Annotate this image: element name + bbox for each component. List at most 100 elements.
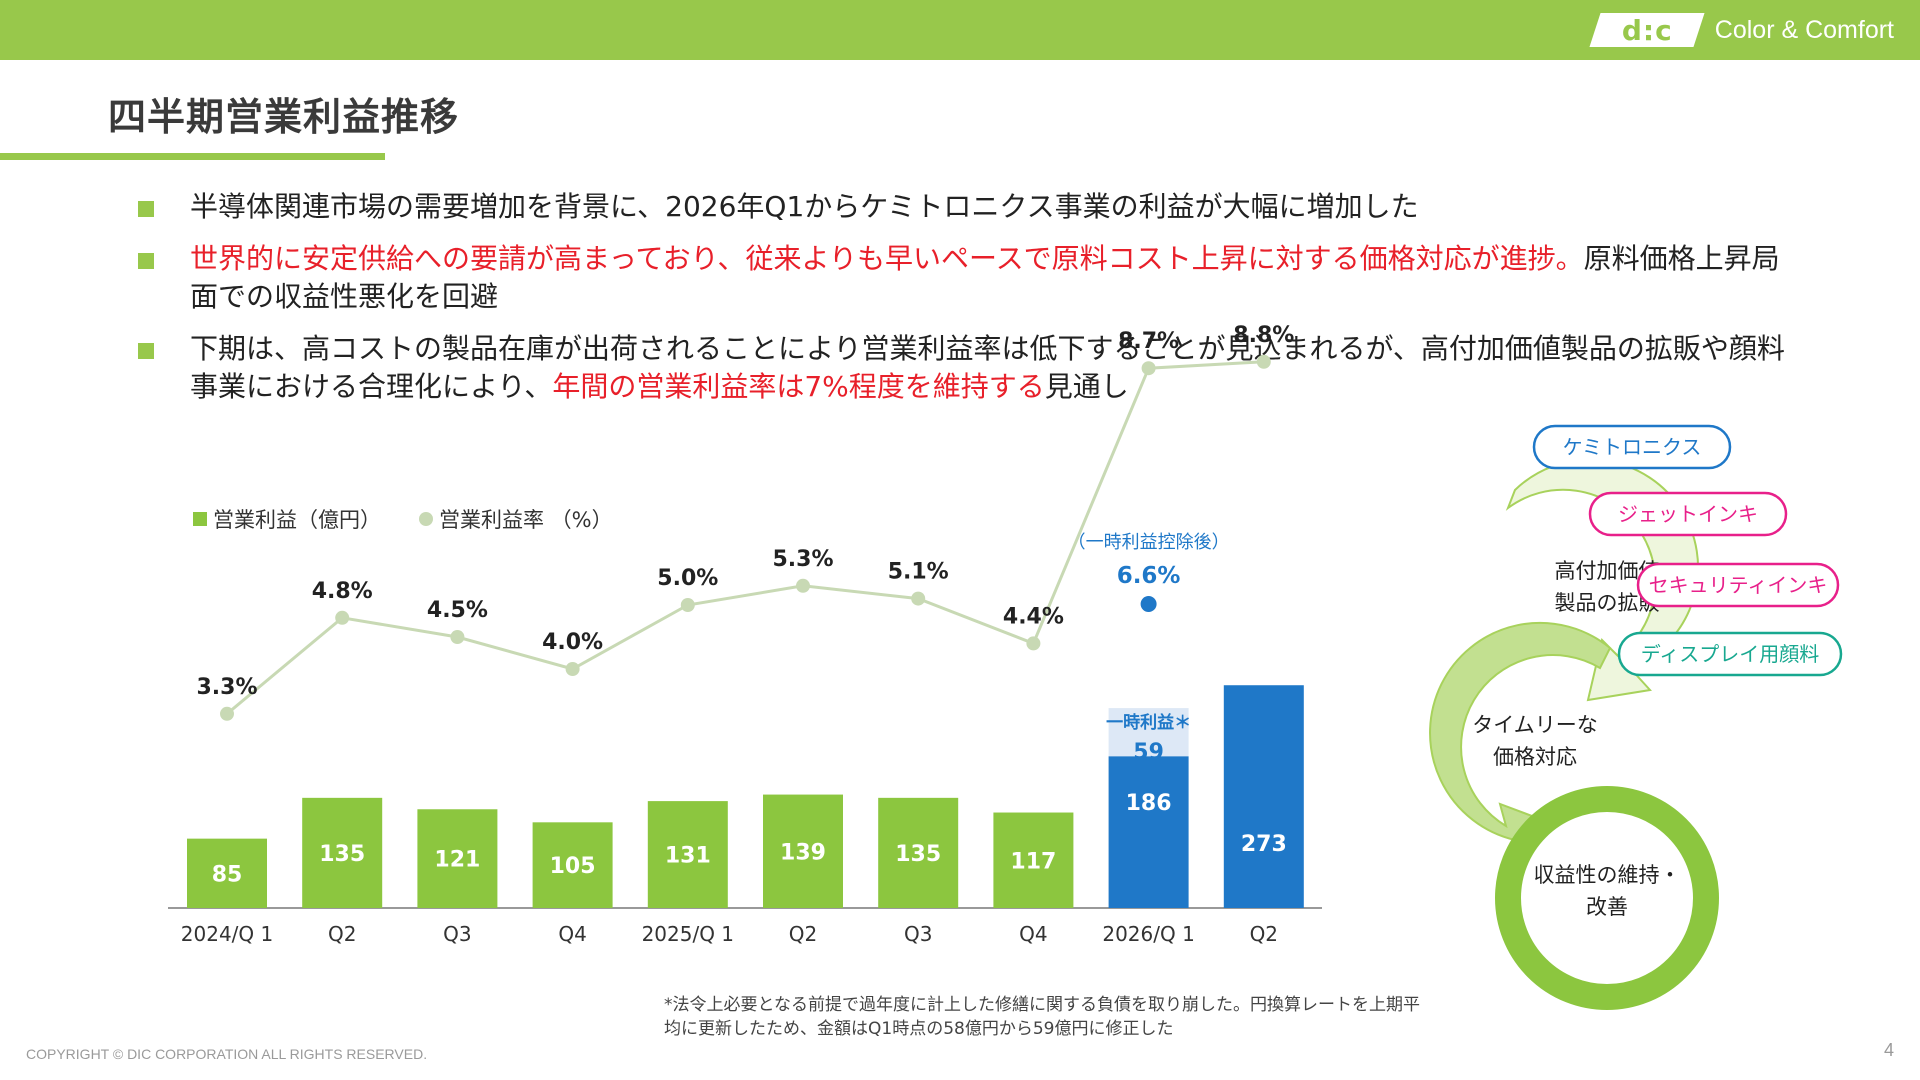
bar-value-label: 131 <box>665 844 711 869</box>
x-tick-label: Q4 <box>1019 922 1047 946</box>
line-point <box>680 598 695 612</box>
x-tick-label: 2026/Q 1 <box>1102 922 1194 946</box>
x-tick-label: Q3 <box>904 922 932 946</box>
bar-value-label: 273 <box>1241 832 1287 857</box>
logo-tagline: Color & Comfort <box>1714 15 1894 44</box>
line-value-label: 8.7% <box>1118 329 1179 354</box>
line-value-label: 4.8% <box>312 579 373 604</box>
line-value-label: 4.4% <box>1003 604 1064 629</box>
legend-line-label: 営業利益率 （%） <box>439 508 613 532</box>
bullet-item: 下期は、高コストの製品在庫が出荷されることにより営業利益率は低下することが見込ま… <box>138 330 1788 406</box>
line-point <box>335 610 350 625</box>
bullet-square-icon <box>138 201 154 217</box>
bullet-text: 原料価格上昇局面での収益性悪化を回避 <box>190 242 1780 313</box>
page-number: 4 <box>1883 1040 1894 1060</box>
line-point <box>565 662 580 676</box>
x-tick-label: Q2 <box>328 922 356 946</box>
bar <box>878 797 959 908</box>
legend-bar-swatch <box>193 512 207 526</box>
strategy-cycle-diagram: 高付加価値製品の拡販タイムリーな価格対応収益性の維持・改善ケミトロニクスジェット… <box>1429 424 1843 1010</box>
bullet-list: 半導体関連市場の需要増加を背景に、2026年Q1からケミトロニクス事業の利益が大… <box>138 188 1788 420</box>
bar <box>187 838 267 908</box>
bullet-highlight-text: 世界的に安定供給への要請が高まっており、従来よりも早いペースで原料コスト上昇に対… <box>190 242 1584 275</box>
line-point <box>796 578 810 593</box>
stack-value-label: 59 <box>1133 740 1164 765</box>
line-point <box>1026 636 1041 651</box>
annotation-point <box>1140 596 1157 612</box>
bar-value-label: 117 <box>1010 849 1056 874</box>
x-tick-label: 2025/Q 1 <box>642 922 734 946</box>
bar-value-label: 135 <box>319 842 365 867</box>
segment-pill <box>1636 562 1840 608</box>
bar-value-label: 139 <box>780 840 826 865</box>
bullet-square-icon <box>138 343 154 359</box>
x-tick-label: 2024/Q 1 <box>181 922 273 946</box>
bullet-highlight-text: 年間の営業利益率は7%程度を維持する <box>552 370 1045 403</box>
cycle-node-line: 価格対応 <box>1493 745 1577 769</box>
bar <box>302 797 383 908</box>
margin-line <box>226 360 1264 715</box>
line-value-label: 4.0% <box>542 630 603 655</box>
header-bar: d:c Color & Comfort <box>0 0 1920 60</box>
x-tick-label: Q2 <box>1250 922 1278 946</box>
annotation-text: （一時利益控除後） <box>1068 532 1230 553</box>
cycle-node-text: 収益性の維持・改善 <box>1534 863 1681 919</box>
line-point <box>220 706 234 721</box>
line-point <box>450 630 465 644</box>
bar <box>1223 685 1304 908</box>
bullet-text: 見通し <box>1044 370 1129 403</box>
page-title: 四半期営業利益推移 <box>108 95 460 139</box>
bar <box>647 801 728 908</box>
line-point <box>1141 361 1156 376</box>
segment-pill-label: ジェットインキ <box>1618 502 1758 526</box>
title-underline <box>0 153 385 160</box>
bar <box>993 812 1074 908</box>
line-value-label: 3.3% <box>196 675 257 700</box>
x-tick-label: Q2 <box>789 922 817 946</box>
x-tick-label: Q4 <box>558 922 586 946</box>
segment-pill <box>1588 491 1788 537</box>
bar-value-label: 135 <box>895 842 941 867</box>
bullet-item: 半導体関連市場の需要増加を背景に、2026年Q1からケミトロニクス事業の利益が大… <box>138 188 1788 226</box>
cycle-node-line: 改善 <box>1586 895 1628 919</box>
bar-value-label: 186 <box>1126 791 1172 816</box>
line-value-label: 4.5% <box>427 598 488 623</box>
bar-value-label: 121 <box>434 848 480 873</box>
bar <box>1108 756 1189 908</box>
cycle-node-line: タイムリーな <box>1472 713 1598 737</box>
line-value-label: 5.1% <box>888 560 949 585</box>
bar <box>532 822 613 908</box>
company-logo: d:c Color & Comfort <box>1589 12 1894 48</box>
line-value-label: 5.3% <box>772 547 833 572</box>
line-value-label: 5.0% <box>657 566 718 591</box>
footnote: *法令上必要となる前提で過年度に計上した修繕に関する負債を取り崩した。円換算レー… <box>664 995 1420 1039</box>
bullet-square-icon <box>138 253 154 269</box>
stack-label: 一時利益＊ <box>1106 712 1191 733</box>
legend-bar-label: 営業利益（億円） <box>213 508 381 532</box>
bar-value-label: 85 <box>212 862 243 887</box>
bar-value-label: 105 <box>550 854 596 879</box>
cycle-node-line: 収益性の維持・ <box>1534 863 1681 887</box>
line-point <box>911 591 926 606</box>
segment-pill-label: ディスプレイ用顔料 <box>1641 642 1820 666</box>
bar <box>417 809 498 908</box>
cycle-node-text: タイムリーな価格対応 <box>1472 713 1598 769</box>
segment-pill <box>1532 424 1732 470</box>
bullet-text: 半導体関連市場の需要増加を背景に、2026年Q1からケミトロニクス事業の利益が大… <box>190 190 1419 223</box>
segment-pill-label: セキュリティインキ <box>1649 573 1828 597</box>
line-value-label: 8.8% <box>1233 323 1294 348</box>
stack-bar <box>1108 708 1189 757</box>
bullet-text: 下期は、高コストの製品在庫が出荷されることにより営業利益率は低下することが見込ま… <box>190 332 1785 403</box>
annotation-value-label: 6.6% <box>1117 563 1181 589</box>
bar <box>763 794 843 908</box>
bullet-item: 世界的に安定供給への要請が高まっており、従来よりも早いペースで原料コスト上昇に対… <box>138 240 1788 316</box>
copyright: COPYRIGHT © DIC CORPORATION ALL RIGHTS R… <box>26 1046 428 1062</box>
segment-pill-label: ケミトロニクス <box>1563 435 1702 459</box>
segment-pill <box>1617 631 1843 677</box>
legend-line-swatch <box>419 512 433 526</box>
cycle-ring-bottom <box>1495 786 1719 1010</box>
cycle-arrow-middle <box>1429 621 1612 868</box>
x-tick-label: Q3 <box>443 922 471 946</box>
line-point <box>1256 354 1271 369</box>
